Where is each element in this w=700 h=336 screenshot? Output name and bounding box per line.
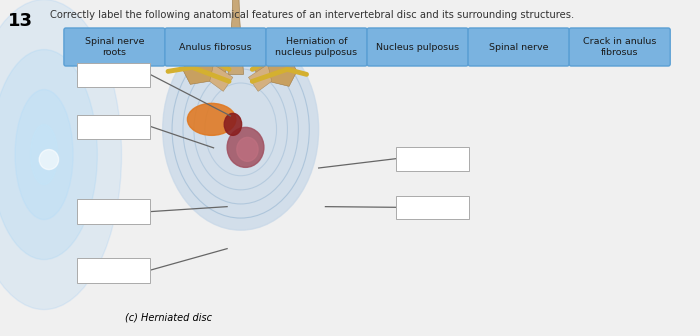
- Text: Anulus fibrosus: Anulus fibrosus: [179, 42, 252, 51]
- Ellipse shape: [237, 137, 258, 161]
- FancyBboxPatch shape: [468, 28, 569, 66]
- Ellipse shape: [39, 150, 59, 170]
- Text: (c) Herniated disc: (c) Herniated disc: [125, 312, 212, 323]
- Ellipse shape: [188, 103, 236, 135]
- Text: Spinal nerve
roots: Spinal nerve roots: [85, 37, 144, 57]
- Text: 13: 13: [8, 12, 33, 30]
- FancyBboxPatch shape: [77, 199, 150, 224]
- Ellipse shape: [31, 125, 57, 184]
- FancyBboxPatch shape: [165, 28, 266, 66]
- Text: Spinal nerve: Spinal nerve: [489, 42, 548, 51]
- Ellipse shape: [224, 113, 241, 135]
- Ellipse shape: [0, 50, 97, 259]
- FancyBboxPatch shape: [77, 63, 150, 87]
- Polygon shape: [248, 65, 272, 91]
- Ellipse shape: [15, 90, 73, 219]
- FancyBboxPatch shape: [569, 28, 670, 66]
- FancyBboxPatch shape: [77, 258, 150, 283]
- Polygon shape: [228, 0, 244, 74]
- FancyBboxPatch shape: [395, 196, 469, 219]
- Ellipse shape: [162, 29, 318, 230]
- Polygon shape: [210, 65, 233, 91]
- FancyBboxPatch shape: [64, 28, 165, 66]
- FancyBboxPatch shape: [77, 115, 150, 139]
- Ellipse shape: [0, 0, 122, 309]
- Text: Herniation of
nucleus pulposus: Herniation of nucleus pulposus: [276, 37, 358, 57]
- Text: Crack in anulus
fibrosus: Crack in anulus fibrosus: [583, 37, 657, 57]
- Polygon shape: [183, 51, 231, 84]
- Ellipse shape: [227, 127, 264, 167]
- Text: Nucleus pulposus: Nucleus pulposus: [376, 42, 459, 51]
- Polygon shape: [251, 51, 297, 86]
- FancyBboxPatch shape: [395, 147, 469, 171]
- FancyBboxPatch shape: [367, 28, 468, 66]
- FancyBboxPatch shape: [266, 28, 367, 66]
- Text: Correctly label the following anatomical features of an intervertebral disc and : Correctly label the following anatomical…: [50, 10, 575, 20]
